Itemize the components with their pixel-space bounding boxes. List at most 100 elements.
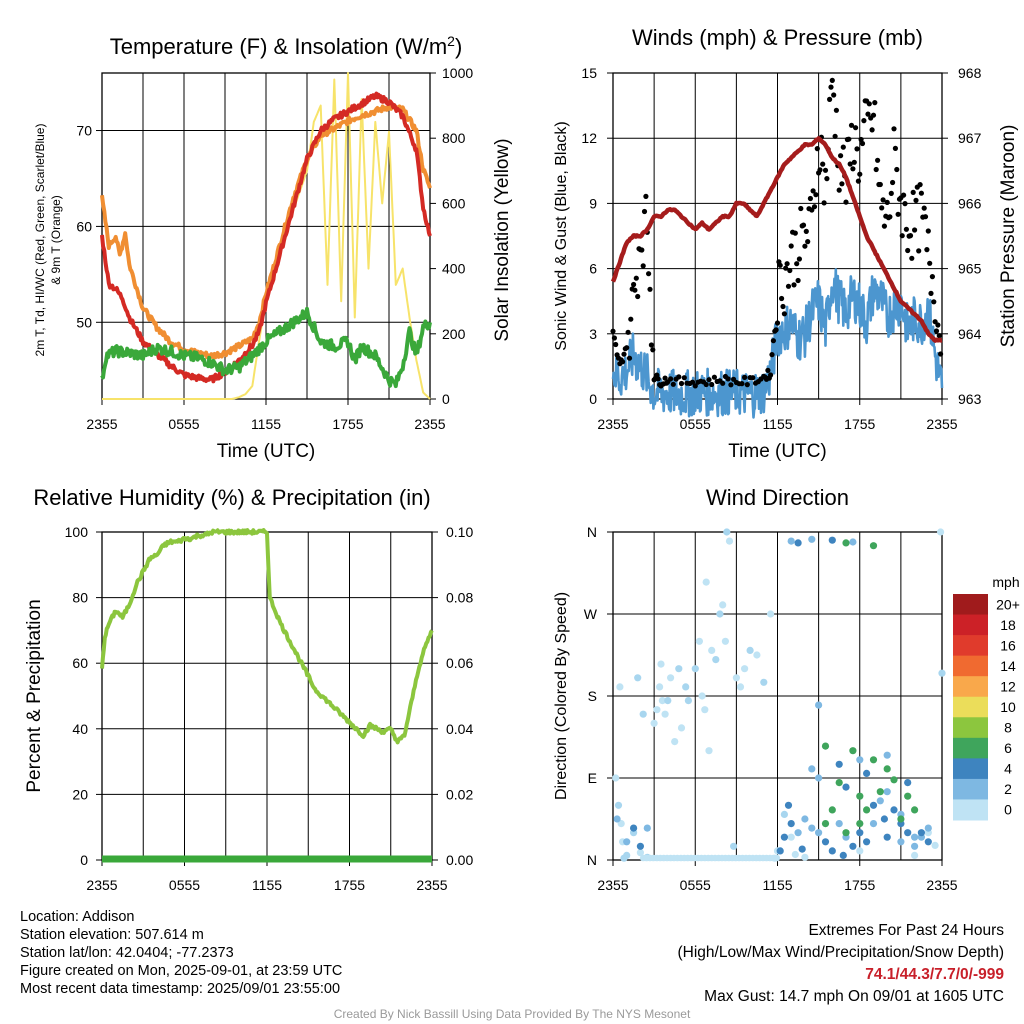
direction-point [883,751,891,759]
gust-point [641,208,648,215]
x-axis-label: Time (UTC) [728,441,827,462]
x-tick-label: 0555 [680,877,711,893]
direction-point [821,838,830,846]
y-tick-label: 9 [589,195,597,211]
y-tick-label: E [588,770,597,786]
gust-point [777,262,783,268]
gust-point [817,167,823,173]
direction-point [614,801,623,809]
direction-point [798,845,806,853]
gust-point [750,375,756,381]
gust-point [828,84,834,90]
direction-point [787,820,795,828]
gust-point [650,347,656,353]
extremes-subtitle: (High/Low/Max Wind/Precipitation/Snow De… [677,944,1005,961]
gust-point [795,277,801,284]
direction-point [842,829,850,837]
gust-point [655,376,661,382]
direction-point [613,815,621,823]
gust-point [800,222,807,228]
direction-point [856,756,864,764]
y2-tick-label: 966 [958,195,982,211]
direction-point [760,678,768,686]
direction-point [815,701,823,709]
gust-point [621,351,627,357]
direction-point [656,683,664,691]
gust-point [662,375,668,381]
x-tick-label: 1755 [844,877,875,893]
gust-point [913,197,919,203]
direction-point [623,838,631,846]
gust-point [843,199,849,205]
gust-point [620,359,626,365]
direction-point [773,854,781,862]
gust-point [846,136,852,142]
y-tick-label: 50 [76,314,92,330]
gust-point [895,211,901,217]
direction-point [639,710,647,718]
gust-point [822,167,829,173]
direction-point [784,801,793,809]
gust-point [847,161,853,167]
gust-point [811,204,818,210]
gust-point [803,228,809,234]
gust-point [907,233,914,239]
gust-point [910,189,916,195]
gust-point [931,299,937,305]
gust-point [632,287,638,293]
gust-point [625,329,631,335]
extremes-panel: Extremes For Past 24 Hours (High/Low/Max… [678,920,1005,1008]
x-tick-label: 2355 [414,416,445,432]
direction-point [708,646,716,655]
y-tick-label: 15 [581,65,597,81]
gust-point [643,193,649,199]
gust-point [918,190,925,196]
gust-point [880,197,886,203]
y2-axis-label: Station Pressure (Maroon) [998,125,1019,348]
x-tick-label: 0555 [680,416,711,432]
direction-point [623,851,631,860]
series-rh [100,528,434,745]
gust-point [639,247,645,253]
gust-point [768,372,774,378]
direction-point [821,742,830,750]
direction-point [634,674,642,682]
direction-point [911,806,919,814]
y2-axis-label: Solar Insolation (Yellow) [492,138,513,341]
recent-timestamp: Most recent data timestamp: 2025/09/01 2… [20,981,341,997]
direction-point [719,601,727,609]
direction-point [924,838,932,846]
gust-point [783,265,789,271]
x-tick-label: 2355 [926,877,957,893]
direction-point [643,824,651,832]
x-tick-label: 2355 [86,416,117,432]
direction-point [808,765,816,773]
direction-point [828,806,836,814]
y-tick-label: 0 [80,852,88,868]
gust-point [774,320,781,326]
y2-tick-label: 964 [958,326,982,342]
colorbar-swatch [953,758,988,780]
y-tick-label: N [587,524,597,540]
gust-point [709,381,715,388]
direction-point [856,792,864,800]
y-axis-label: Sonic Wind & Gust (Blue, Black) [553,121,570,350]
direction-point [612,774,620,782]
direction-point [791,850,799,859]
colorbar-swatch [953,778,988,800]
gust-point [779,295,785,302]
colorbar-swatch [953,717,988,739]
direction-point [684,697,693,705]
x-tick-label: 2355 [597,877,628,893]
extremes-title: Extremes For Past 24 Hours [808,922,1004,939]
gust-point [887,214,893,220]
gust-point [870,112,877,118]
direction-point [702,578,710,586]
gust-point [692,383,698,389]
direction-point [869,542,878,550]
gust-point [633,275,639,281]
x-tick-label: 0555 [169,877,200,893]
gust-point [640,263,646,269]
direction-point [815,829,823,837]
y-tick-label: 3 [589,326,597,342]
